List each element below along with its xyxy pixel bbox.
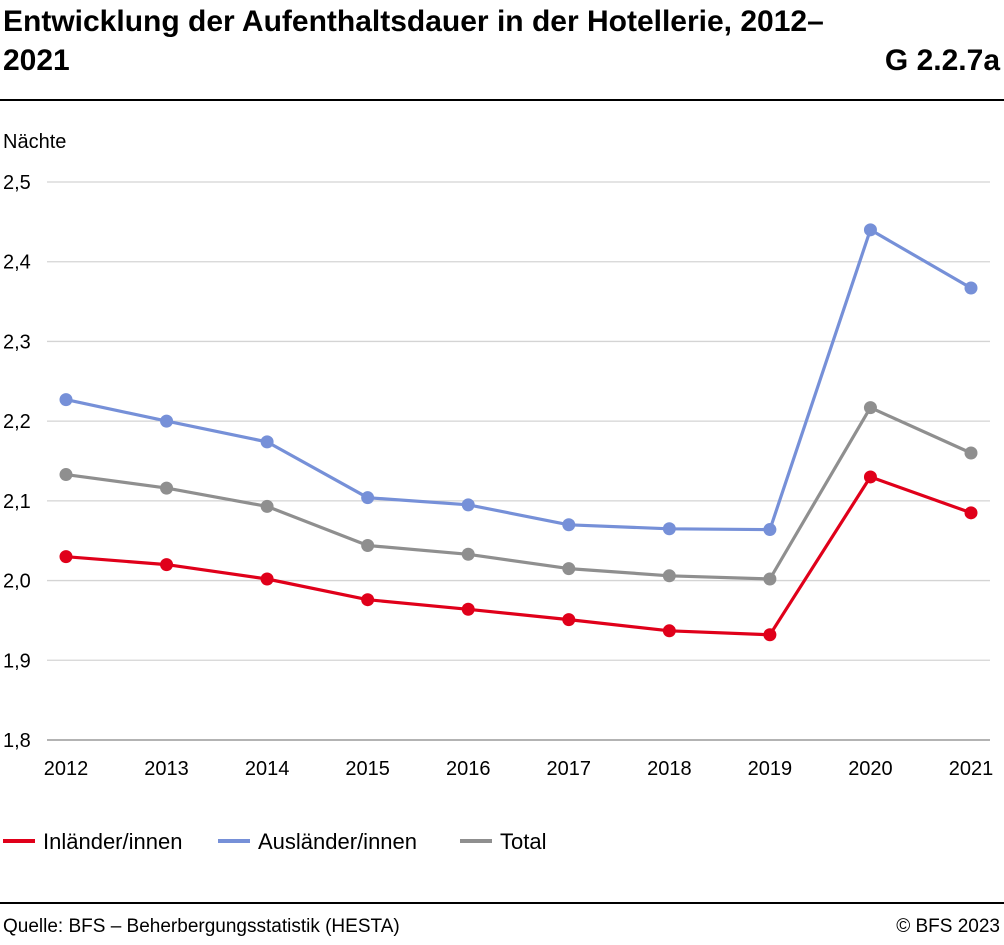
- data-point: [260, 435, 274, 449]
- footer-divider: [0, 902, 1004, 904]
- data-point: [964, 446, 978, 460]
- data-point: [662, 624, 676, 638]
- y-tick-label: 2,3: [3, 331, 31, 353]
- header-divider: [0, 99, 1004, 101]
- data-point: [662, 522, 676, 536]
- x-tick-label: 2020: [848, 758, 893, 780]
- series-total: [59, 401, 978, 586]
- data-point: [964, 281, 978, 295]
- series-line: [65, 475, 972, 637]
- y-tick-label: 1,8: [3, 730, 31, 752]
- data-point: [59, 468, 73, 482]
- x-tick-label: 2021: [949, 758, 994, 780]
- data-point: [863, 470, 877, 484]
- y-tick-label: 2,0: [3, 571, 31, 593]
- data-point: [662, 569, 676, 583]
- legend-label: Inländer/innen: [43, 829, 182, 854]
- x-tick-label: 2017: [547, 758, 592, 780]
- data-point: [260, 499, 274, 513]
- data-point: [763, 572, 777, 586]
- copyright-note: © BFS 2023: [896, 916, 1000, 937]
- data-point: [863, 401, 877, 415]
- data-point: [160, 481, 174, 495]
- series-auslaender: [59, 223, 978, 537]
- source-note: Quelle: BFS – Beherbergungsstatistik (HE…: [3, 916, 400, 937]
- chart-code: G 2.2.7a: [884, 44, 1000, 77]
- y-axis-ticks: 1,8 1,9 2,0 2,1 2,2 2,3 2,4 2,5: [3, 172, 31, 752]
- legend: Inländer/innen Ausländer/innen Total: [3, 829, 546, 854]
- x-tick-label: 2016: [446, 758, 491, 780]
- y-tick-label: 2,4: [3, 252, 31, 274]
- series-inlaender: [59, 470, 978, 642]
- data-point: [160, 414, 174, 428]
- x-tick-label: 2013: [144, 758, 189, 780]
- data-point: [863, 223, 877, 237]
- data-point: [763, 628, 777, 642]
- grid-lines: [47, 181, 990, 741]
- data-point: [763, 523, 777, 537]
- data-point: [562, 518, 576, 532]
- data-point: [361, 593, 375, 607]
- series-line: [65, 406, 972, 581]
- x-tick-label: 2012: [44, 758, 89, 780]
- series-lines: [59, 223, 978, 642]
- y-tick-label: 1,9: [3, 650, 31, 672]
- data-point: [461, 547, 475, 561]
- legend-label: Total: [500, 829, 546, 854]
- data-point: [964, 506, 978, 520]
- data-point: [59, 550, 73, 564]
- data-point: [59, 393, 73, 407]
- x-tick-label: 2015: [345, 758, 390, 780]
- series-line: [65, 228, 972, 532]
- data-point: [461, 602, 475, 616]
- line-chart: Nächte 1,8 1,9 2,0 2,1 2,2 2,3 2,4 2,5 2012 2013…: [3, 131, 994, 854]
- data-point: [361, 538, 375, 552]
- y-axis-label: Nächte: [3, 131, 66, 153]
- data-point: [562, 562, 576, 576]
- data-point: [562, 613, 576, 627]
- x-tick-label: 2014: [245, 758, 290, 780]
- x-tick-label: 2019: [748, 758, 793, 780]
- data-point: [461, 498, 475, 512]
- y-tick-label: 2,2: [3, 411, 31, 433]
- x-axis-ticks: 2012 2013 2014 2015 2016 2017 2018 2019 2020 2021: [44, 758, 994, 780]
- data-point: [361, 491, 375, 505]
- chart-title: Entwicklung der Aufenthaltsdauer in der …: [3, 5, 824, 77]
- data-point: [160, 558, 174, 572]
- y-tick-label: 2,1: [3, 491, 31, 513]
- legend-label: Ausländer/innen: [258, 829, 417, 854]
- x-tick-label: 2018: [647, 758, 692, 780]
- y-tick-label: 2,5: [3, 172, 31, 194]
- data-point: [260, 572, 274, 586]
